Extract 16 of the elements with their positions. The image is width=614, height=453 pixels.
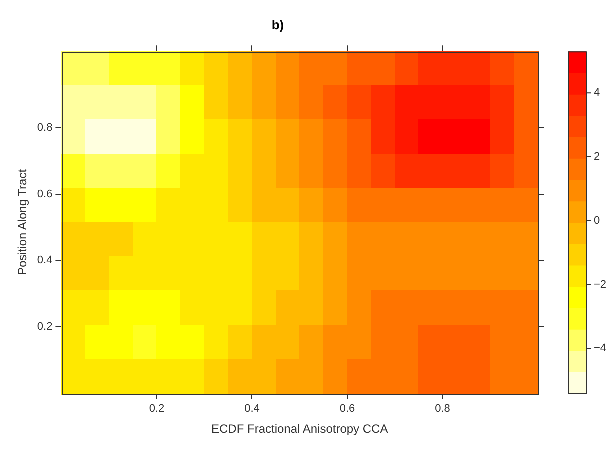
color-bar-label: 4 bbox=[594, 87, 600, 100]
y-tick-label: 0.6 bbox=[37, 188, 53, 200]
x-tick-label: 0.4 bbox=[244, 403, 260, 416]
y-tick-label: 0.8 bbox=[37, 122, 53, 134]
x-tick-label: 0.6 bbox=[340, 403, 356, 416]
x-tick-label: 0.8 bbox=[435, 403, 450, 416]
color-bar-label: −4 bbox=[594, 342, 607, 355]
chart-title: b) bbox=[272, 17, 284, 32]
x-axis-title: ECDF Fractional Anisotropy CCA bbox=[211, 422, 388, 436]
y-tick-label: 0.4 bbox=[37, 254, 53, 267]
x-tick-label: 0.2 bbox=[149, 403, 165, 416]
color-bar-label: 0 bbox=[594, 214, 600, 227]
color-bar-label: −2 bbox=[594, 278, 607, 291]
y-axis-title: Position Along Tract bbox=[16, 168, 30, 276]
y-tick-label: 0.2 bbox=[37, 321, 53, 334]
color-bar-label: 2 bbox=[594, 151, 600, 164]
